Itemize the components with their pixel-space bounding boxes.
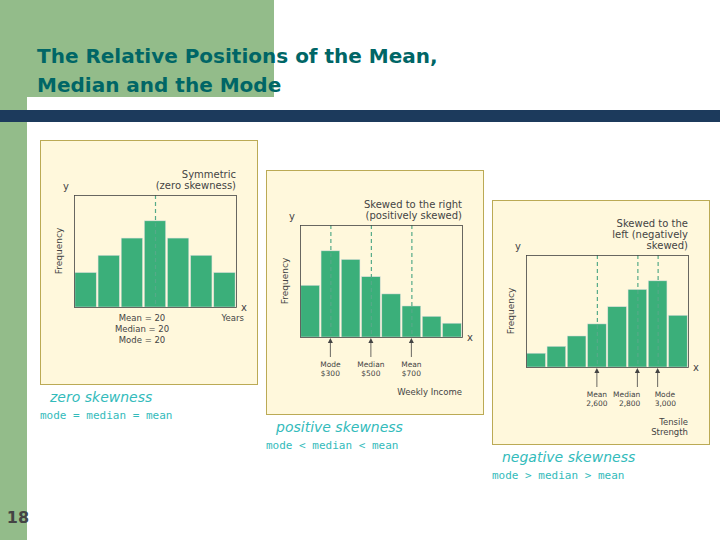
html-text:The Relative Positions of the: The Relative Positions of the Mean, [37, 44, 438, 68]
html-text:zero skewness: zero skewness [50, 389, 153, 405]
svg-text:x: x [241, 302, 247, 313]
svg-text:Frequency: Frequency [280, 257, 290, 304]
svg-text:Weekly Income: Weekly Income [397, 387, 462, 397]
html-text:mode > median > mean: mode > median > mean [492, 469, 625, 482]
svg-text:Mode$300: Mode$300 [320, 360, 341, 378]
svg-text:x: x [693, 362, 699, 373]
svg-text:Skewed to the right(positively: Skewed to the right(positively skewed) [364, 199, 462, 221]
svg-text:Median$500: Median$500 [357, 360, 385, 378]
svg-text:Frequency: Frequency [506, 287, 516, 334]
svg-text:Years: Years [221, 313, 245, 323]
svg-text:Skewed to theleft (negativelys: Skewed to theleft (negativelyskewed) [612, 218, 688, 251]
html-text:positive skewness: positive skewness [276, 419, 403, 435]
html-text:Median and the Mode: Median and the Mode [37, 73, 282, 97]
html-text:mode < median < mean: mode < median < mean [266, 439, 399, 452]
svg-text:y: y [515, 241, 521, 252]
svg-text:Frequency: Frequency [54, 227, 64, 274]
svg-text:y: y [63, 181, 69, 192]
svg-text:TensileStrength: TensileStrength [651, 417, 688, 437]
svg-text:Mean$700: Mean$700 [401, 360, 422, 378]
html-text:mode = median = mean: mode = median = mean [40, 409, 173, 422]
svg-text:Mean2,600: Mean2,600 [586, 390, 608, 408]
svg-text:y: y [289, 211, 295, 222]
svg-text:Mode3,000: Mode3,000 [655, 390, 677, 408]
html-text:negative skewness: negative skewness [502, 449, 636, 465]
html-text:18: 18 [6, 508, 30, 527]
svg-text:Symmetric(zero skewness): Symmetric(zero skewness) [156, 169, 236, 191]
svg-text:x: x [467, 332, 473, 343]
svg-text:Median2,800: Median2,800 [613, 390, 641, 408]
svg-text:Mean = 20Median = 20Mode = 20: Mean = 20Median = 20Mode = 20 [115, 313, 169, 345]
